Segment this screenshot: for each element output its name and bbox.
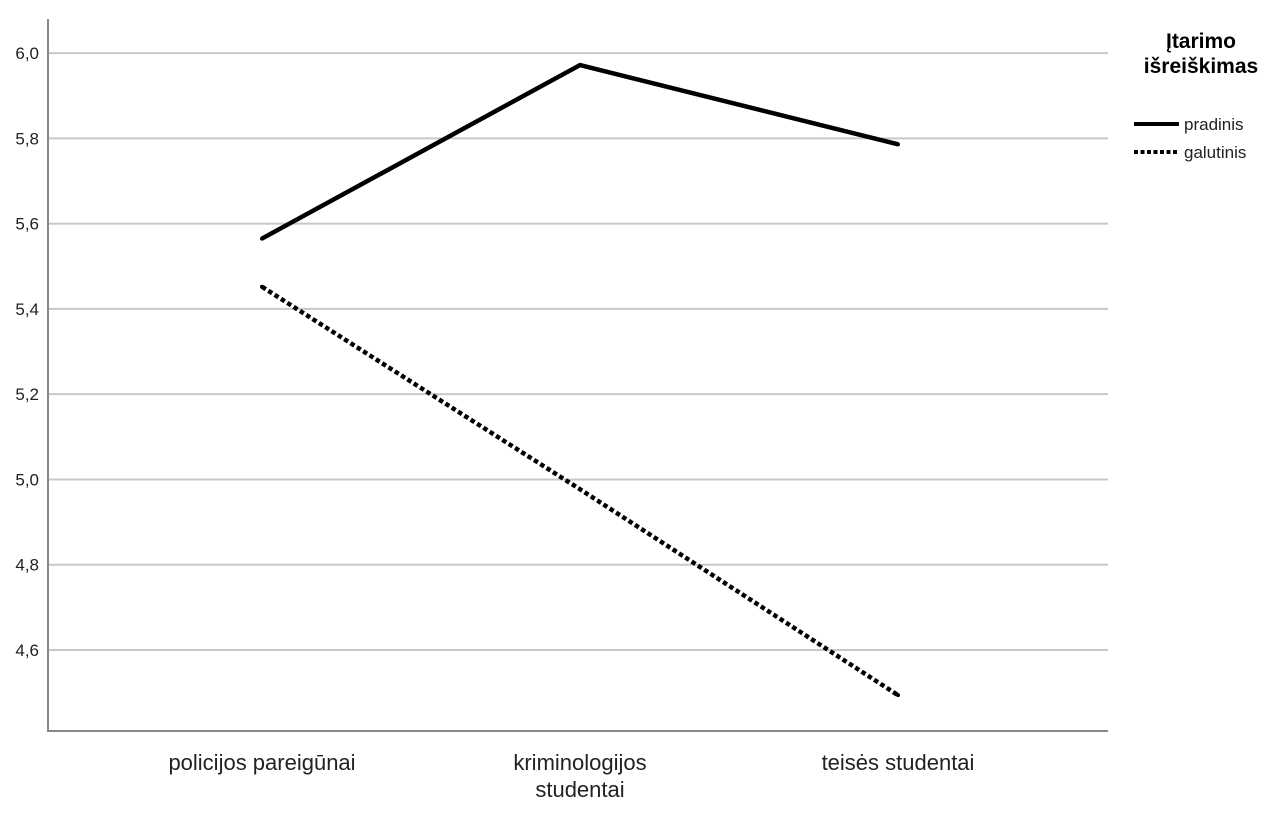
y-tick-label: 5,0: [15, 470, 39, 489]
x-category-label: studentai: [535, 777, 624, 802]
legend-title-line-2: išreiškimas: [1144, 55, 1258, 78]
data-point-pradinis: [260, 236, 264, 241]
data-point-galutinis: [896, 693, 900, 698]
y-tick-label: 6,0: [15, 44, 39, 63]
y-tick-label: 4,6: [15, 641, 39, 660]
y-tick-label: 4,8: [15, 556, 39, 575]
y-tick-label: 5,4: [15, 300, 39, 319]
data-point-pradinis: [578, 63, 582, 68]
series-lines: [260, 62, 900, 698]
x-category-label: kriminologijos: [513, 750, 646, 775]
y-tick-label: 5,6: [15, 215, 39, 234]
data-point-pradinis: [896, 142, 900, 147]
x-category-label: teisės studentai: [822, 750, 975, 775]
y-axis-ticks: 4,6 4,8 5,0 5,2 5,4 5,6 5,8 6,0: [15, 44, 39, 660]
data-point-galutinis: [260, 284, 264, 289]
x-axis-categories: policijos pareigūnai kriminologijosstuden…: [168, 750, 974, 802]
series-line-pradinis: [260, 62, 899, 241]
y-tick-label: 5,8: [15, 129, 39, 148]
gridlines: [48, 52, 1108, 651]
legend-label-galutinis: galutinis: [1184, 143, 1246, 162]
y-tick-label: 5,2: [15, 385, 39, 404]
legend-label-pradinis: pradinis: [1184, 115, 1244, 134]
data-point-galutinis: [578, 487, 582, 492]
legend: Įtarimo išreiškimas pradinis galutinis: [1134, 30, 1258, 162]
legend-title-line-1: Įtarimo: [1166, 30, 1236, 53]
x-category-label: policijos pareigūnai: [168, 750, 355, 775]
